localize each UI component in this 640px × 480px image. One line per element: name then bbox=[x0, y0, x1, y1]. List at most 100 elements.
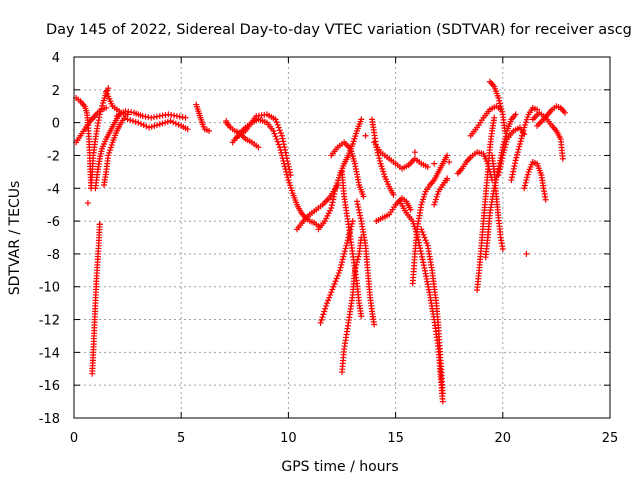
data-point bbox=[206, 127, 213, 134]
data-point bbox=[331, 188, 338, 195]
x-tick-label: 0 bbox=[70, 431, 78, 446]
data-point bbox=[328, 204, 335, 211]
data-point bbox=[162, 119, 169, 126]
data-point bbox=[360, 193, 367, 200]
data-point bbox=[493, 176, 500, 183]
data-point bbox=[167, 117, 174, 124]
x-tick-label: 20 bbox=[495, 431, 512, 446]
data-point bbox=[328, 289, 335, 296]
data-point bbox=[270, 127, 277, 134]
data-point bbox=[439, 398, 446, 405]
data-point bbox=[519, 130, 526, 137]
data-point bbox=[357, 215, 364, 222]
data-point bbox=[327, 291, 334, 298]
data-point bbox=[146, 124, 153, 131]
data-point bbox=[333, 275, 340, 282]
series-track-21 bbox=[354, 198, 378, 328]
data-point bbox=[515, 146, 522, 153]
data-point bbox=[499, 245, 506, 252]
data-point bbox=[432, 196, 439, 203]
data-point bbox=[522, 119, 529, 126]
series-track-03 bbox=[88, 85, 112, 192]
data-point bbox=[320, 311, 327, 318]
data-point bbox=[275, 124, 282, 131]
data-point bbox=[175, 121, 182, 128]
data-point bbox=[272, 116, 279, 123]
data-point bbox=[343, 242, 350, 249]
data-point bbox=[355, 253, 362, 260]
series-track-37 bbox=[521, 159, 549, 203]
data-point bbox=[170, 119, 177, 126]
data-point bbox=[84, 200, 91, 207]
data-point bbox=[499, 152, 506, 159]
data-point bbox=[331, 190, 338, 197]
data-point bbox=[272, 133, 279, 140]
data-point bbox=[503, 138, 510, 145]
series-track-26 bbox=[409, 152, 451, 287]
data-point bbox=[344, 237, 351, 244]
series-track-39 bbox=[534, 103, 568, 129]
series-track-28 bbox=[431, 175, 451, 208]
data-point bbox=[287, 172, 294, 179]
data-point bbox=[286, 179, 293, 186]
data-point bbox=[491, 182, 498, 189]
y-tick-label: -8 bbox=[47, 248, 60, 263]
data-point bbox=[339, 256, 346, 263]
data-point bbox=[497, 103, 504, 110]
data-point bbox=[330, 196, 337, 203]
x-axis-label: GPS time / hours bbox=[281, 459, 398, 475]
data-point bbox=[496, 97, 503, 104]
data-point bbox=[336, 267, 343, 274]
data-point bbox=[285, 163, 292, 170]
data-point bbox=[422, 237, 429, 244]
data-point bbox=[423, 239, 430, 246]
data-point bbox=[358, 313, 365, 320]
data-point bbox=[516, 143, 523, 150]
data-point bbox=[510, 168, 517, 175]
data-point bbox=[341, 248, 348, 255]
data-point bbox=[409, 218, 416, 225]
data-point bbox=[99, 102, 106, 109]
data-point bbox=[418, 226, 425, 233]
data-point bbox=[499, 155, 506, 162]
data-point bbox=[156, 121, 163, 128]
data-point bbox=[339, 259, 345, 266]
data-point bbox=[326, 207, 333, 214]
data-point bbox=[434, 191, 441, 198]
data-point bbox=[491, 114, 498, 121]
data-point bbox=[285, 160, 292, 167]
data-point bbox=[107, 147, 114, 154]
data-point bbox=[492, 179, 499, 186]
data-point bbox=[420, 231, 427, 238]
data-point bbox=[280, 141, 287, 148]
data-point bbox=[255, 144, 262, 151]
data-point bbox=[523, 116, 530, 123]
data-point bbox=[421, 234, 428, 241]
data-point bbox=[323, 302, 330, 309]
data-point bbox=[286, 166, 293, 173]
data-point bbox=[513, 154, 520, 161]
data-point bbox=[283, 152, 290, 159]
data-point bbox=[97, 108, 104, 115]
data-point bbox=[496, 100, 503, 107]
data-point bbox=[326, 294, 333, 301]
data-point bbox=[503, 130, 510, 137]
data-point bbox=[143, 123, 150, 130]
data-point bbox=[154, 122, 161, 129]
data-point bbox=[332, 185, 339, 192]
data-point bbox=[502, 141, 509, 148]
x-tick-label: 25 bbox=[602, 431, 619, 446]
y-tick-label: -16 bbox=[39, 379, 60, 394]
data-point bbox=[358, 116, 365, 123]
y-tick-label: -6 bbox=[47, 215, 60, 230]
data-point bbox=[512, 160, 519, 167]
data-point bbox=[279, 135, 286, 142]
data-point bbox=[151, 122, 158, 129]
data-point bbox=[140, 122, 147, 129]
series-track-23 bbox=[369, 116, 397, 198]
data-point bbox=[342, 245, 349, 252]
data-point bbox=[271, 130, 278, 137]
data-point bbox=[511, 163, 518, 170]
data-point bbox=[417, 248, 424, 255]
